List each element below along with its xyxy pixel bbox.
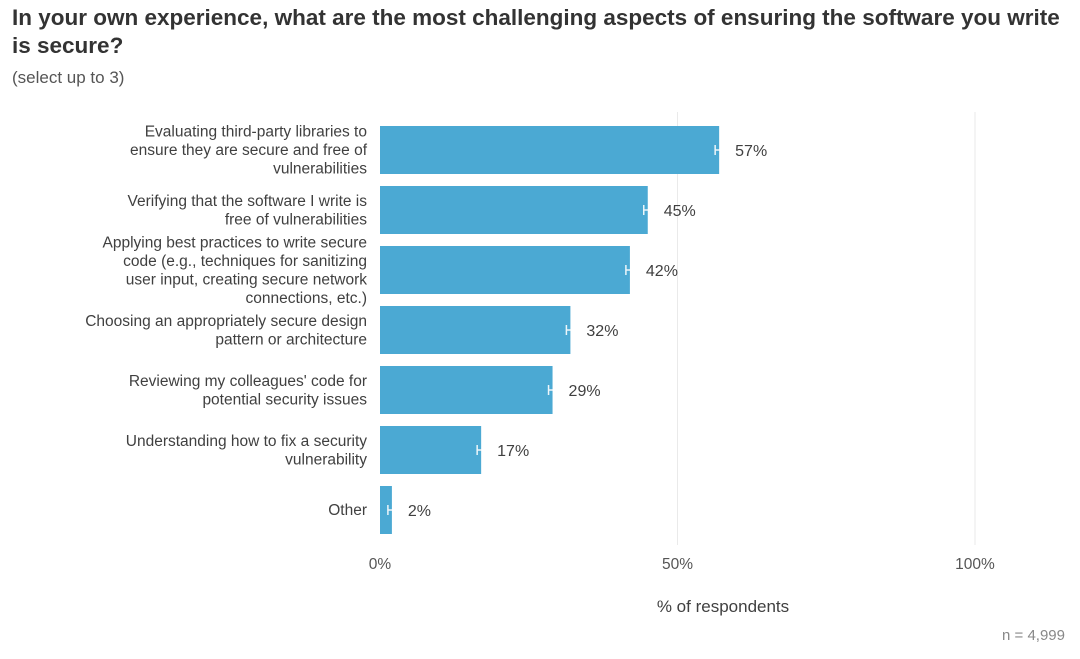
category-label-line: potential security issues: [202, 391, 367, 408]
category-label-line: vulnerability: [285, 451, 367, 468]
error-bar: [547, 385, 558, 395]
category-label-line: Reviewing my colleagues' code for: [129, 373, 367, 390]
value-label: 32%: [586, 323, 618, 340]
bar: [380, 366, 553, 414]
bars: [380, 126, 724, 534]
x-tick-label: 50%: [662, 556, 693, 573]
category-label-line: Choosing an appropriately secure design: [85, 313, 367, 330]
category-label: Choosing an appropriately secure design p…: [85, 313, 367, 349]
category-label-line: Verifying that the software I write is: [128, 193, 368, 210]
sample-size-note: n = 4,999: [1002, 627, 1065, 644]
category-labels: Evaluating third-party libraries to ensur…: [85, 124, 367, 520]
category-label-line: Other: [328, 502, 367, 519]
error-bar: [387, 505, 397, 515]
bar: [380, 126, 720, 174]
bar: [380, 306, 571, 354]
error-bar: [714, 145, 724, 155]
category-label-line: connections, etc.): [246, 290, 367, 307]
bar: [380, 486, 392, 534]
category-label-line: Applying best practices to write secure: [103, 234, 367, 251]
bar: [380, 246, 630, 294]
category-label-line: ensure they are secure and free of: [130, 142, 368, 159]
category-label-line: Understanding how to fix a security: [126, 433, 367, 450]
category-label: Applying best practices to write secure c…: [103, 234, 368, 307]
x-tick-labels: 0% 50% 100%: [369, 556, 995, 573]
category-label: Evaluating third-party libraries to ensur…: [130, 124, 368, 178]
value-label: 2%: [408, 503, 431, 520]
value-label: 29%: [569, 383, 601, 400]
value-label: 45%: [664, 203, 696, 220]
x-tick-label: 0%: [369, 556, 392, 573]
value-label: 17%: [497, 443, 529, 460]
value-label: 42%: [646, 263, 678, 280]
error-bar: [476, 445, 486, 455]
category-label-line: Evaluating third-party libraries to: [145, 124, 367, 141]
category-label-line: vulnerabilities: [273, 161, 367, 178]
category-label-line: pattern or architecture: [215, 331, 367, 348]
category-label: Understanding how to fix a security vulne…: [126, 433, 367, 469]
category-label-line: free of vulnerabilities: [225, 211, 367, 228]
category-label: Reviewing my colleagues' code for potenti…: [129, 373, 367, 409]
error-bar: [643, 205, 653, 215]
x-axis-title: % of respondents: [657, 597, 789, 616]
error-bar: [625, 265, 635, 275]
bar: [380, 426, 482, 474]
category-label-line: code (e.g., techniques for sanitizing: [123, 253, 367, 270]
value-label: 57%: [735, 143, 767, 160]
chart-title: In your own experience, what are the mos…: [12, 5, 1060, 58]
x-tick-label: 100%: [955, 556, 995, 573]
bar: [380, 186, 648, 234]
gridlines: [677, 112, 976, 545]
error-bar: [565, 325, 576, 335]
chart-subtitle: (select up to 3): [12, 68, 125, 87]
category-label-line: user input, creating secure network: [126, 271, 367, 288]
category-label: Verifying that the software I write is fr…: [128, 193, 368, 229]
value-labels: 57% 45% 42% 32% 29% 17% 2%: [408, 143, 767, 520]
category-label: Other: [328, 502, 367, 519]
